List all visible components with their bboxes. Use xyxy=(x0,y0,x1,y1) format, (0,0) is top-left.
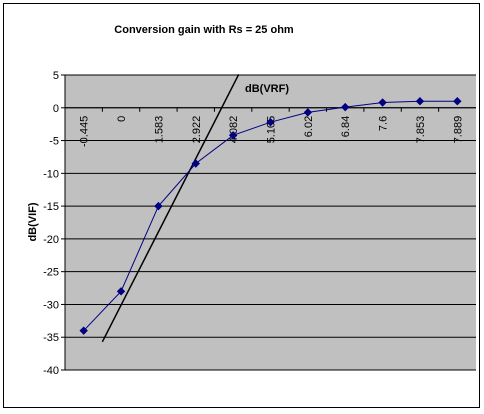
x-axis-tick-labels: -0.445 0 1.583 2.922 4.082 5.105 6.02 6.84 7.6 7.… xyxy=(64,107,476,147)
x-tick-label: 7.889 xyxy=(452,116,464,144)
y-tick-label: -20 xyxy=(43,234,59,246)
data-point xyxy=(266,117,275,127)
reference-line-path xyxy=(101,74,240,343)
x-tick-label: 1.583 xyxy=(153,116,165,144)
data-point xyxy=(79,326,88,335)
series-group xyxy=(79,97,462,335)
chart: Conversion gain with Rs = 25 ohm 5 0 -5 -10… xyxy=(27,24,476,377)
data-point xyxy=(341,102,350,112)
x-tick-label: 4.082 xyxy=(228,116,240,144)
y-tick-label: -30 xyxy=(43,299,59,311)
reference-line xyxy=(101,74,240,343)
y-tick-label: -10 xyxy=(43,168,59,180)
x-tick-label: 7.6 xyxy=(378,116,390,131)
y-tick-label: -40 xyxy=(43,365,59,377)
chart-frame: Conversion gain with Rs = 25 ohm 5 0 -5 -10… xyxy=(3,3,480,408)
x-tick-label: 7.853 xyxy=(415,116,427,144)
chart-title: Conversion gain with Rs = 25 ohm xyxy=(114,24,294,36)
data-point xyxy=(116,287,126,296)
data-point xyxy=(303,108,313,117)
x-tick-label: 6.84 xyxy=(340,116,352,137)
data-point xyxy=(228,131,238,140)
y-tick-label: 0 xyxy=(53,103,59,115)
data-point xyxy=(415,97,425,106)
data-point xyxy=(378,98,387,107)
x-tick-label: 2.922 xyxy=(191,116,203,144)
y-axis-label: dB(VIF) xyxy=(27,202,39,241)
x-tick-label: 0 xyxy=(116,116,128,122)
x-tick-label: -0.445 xyxy=(79,116,91,147)
y-tick-label: -15 xyxy=(43,201,59,213)
y-axis-tick-labels: 5 0 -5 -10 -15 -20 -25 -30 -35 -40 xyxy=(43,70,59,377)
data-point xyxy=(154,201,163,211)
y-tick-label: -25 xyxy=(43,267,59,279)
y-tick-label: 5 xyxy=(53,70,59,82)
reference-line-label: dB(VRF) xyxy=(245,83,289,95)
data-point xyxy=(453,97,462,106)
y-tick-label: -35 xyxy=(43,332,59,344)
x-tick-label: 6.02 xyxy=(303,116,315,137)
data-point xyxy=(191,159,200,168)
y-tick-label: -5 xyxy=(49,136,59,148)
